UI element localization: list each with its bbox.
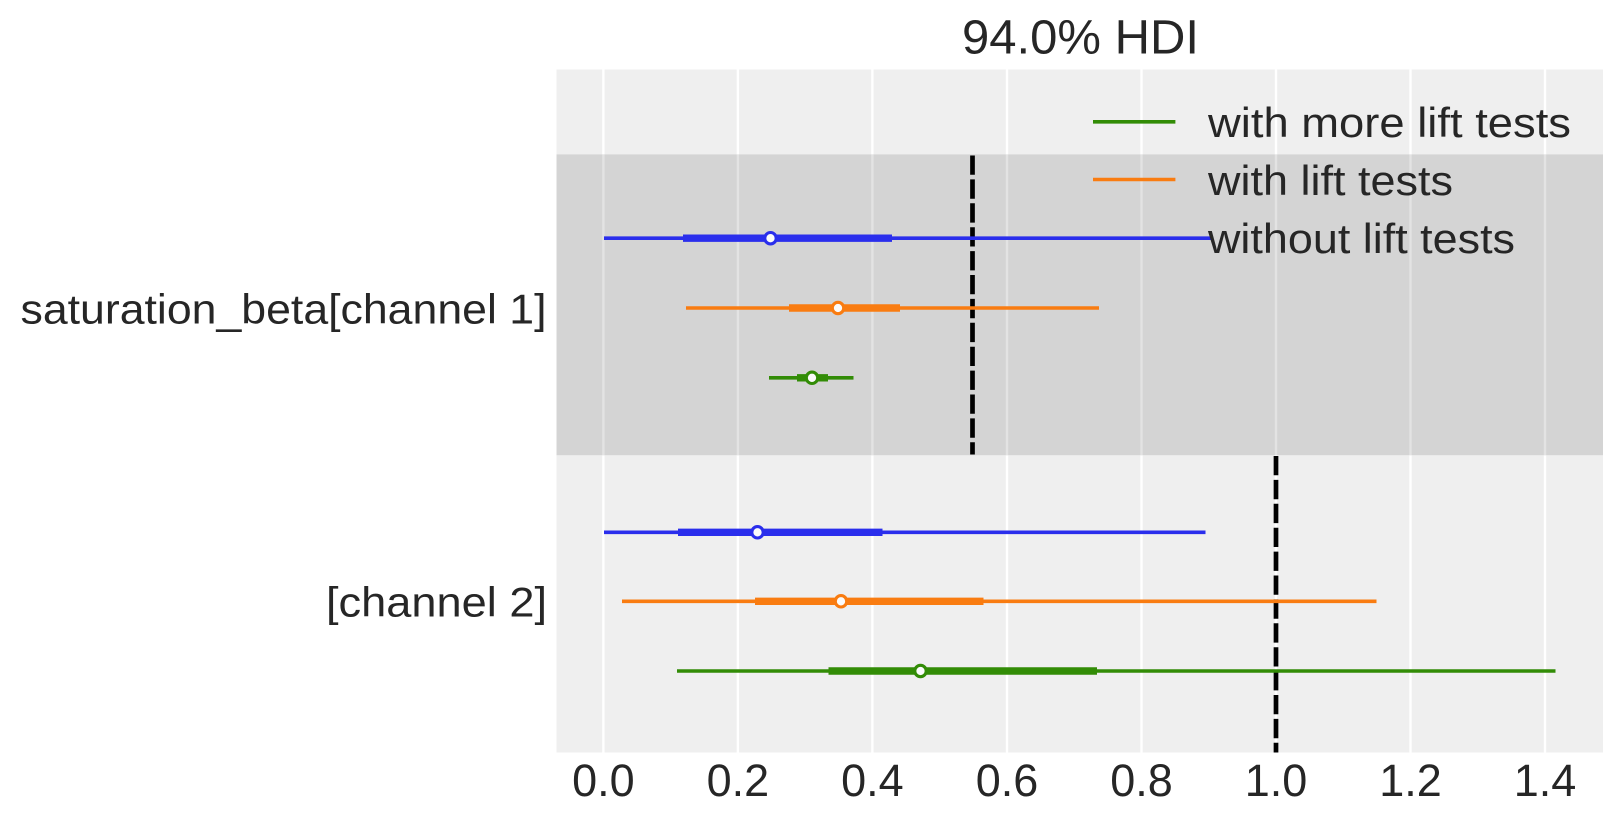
svg-text:94.0% HDI: 94.0% HDI [962, 12, 1199, 65]
svg-text:0.6: 0.6 [976, 755, 1039, 806]
svg-text:0.8: 0.8 [1110, 755, 1173, 806]
svg-text:saturation_beta[channel 1]: saturation_beta[channel 1] [21, 286, 547, 333]
svg-text:[channel 2]: [channel 2] [326, 578, 547, 625]
svg-text:1.4: 1.4 [1514, 755, 1577, 806]
svg-text:with lift tests: with lift tests [1207, 157, 1453, 204]
svg-text:without lift tests: without lift tests [1207, 215, 1515, 262]
svg-text:1.2: 1.2 [1379, 755, 1442, 806]
svg-text:1.0: 1.0 [1245, 755, 1308, 806]
svg-text:0.0: 0.0 [572, 755, 635, 806]
svg-text:0.2: 0.2 [707, 755, 770, 806]
svg-text:with more lift tests: with more lift tests [1207, 99, 1571, 146]
svg-text:0.4: 0.4 [841, 755, 904, 806]
